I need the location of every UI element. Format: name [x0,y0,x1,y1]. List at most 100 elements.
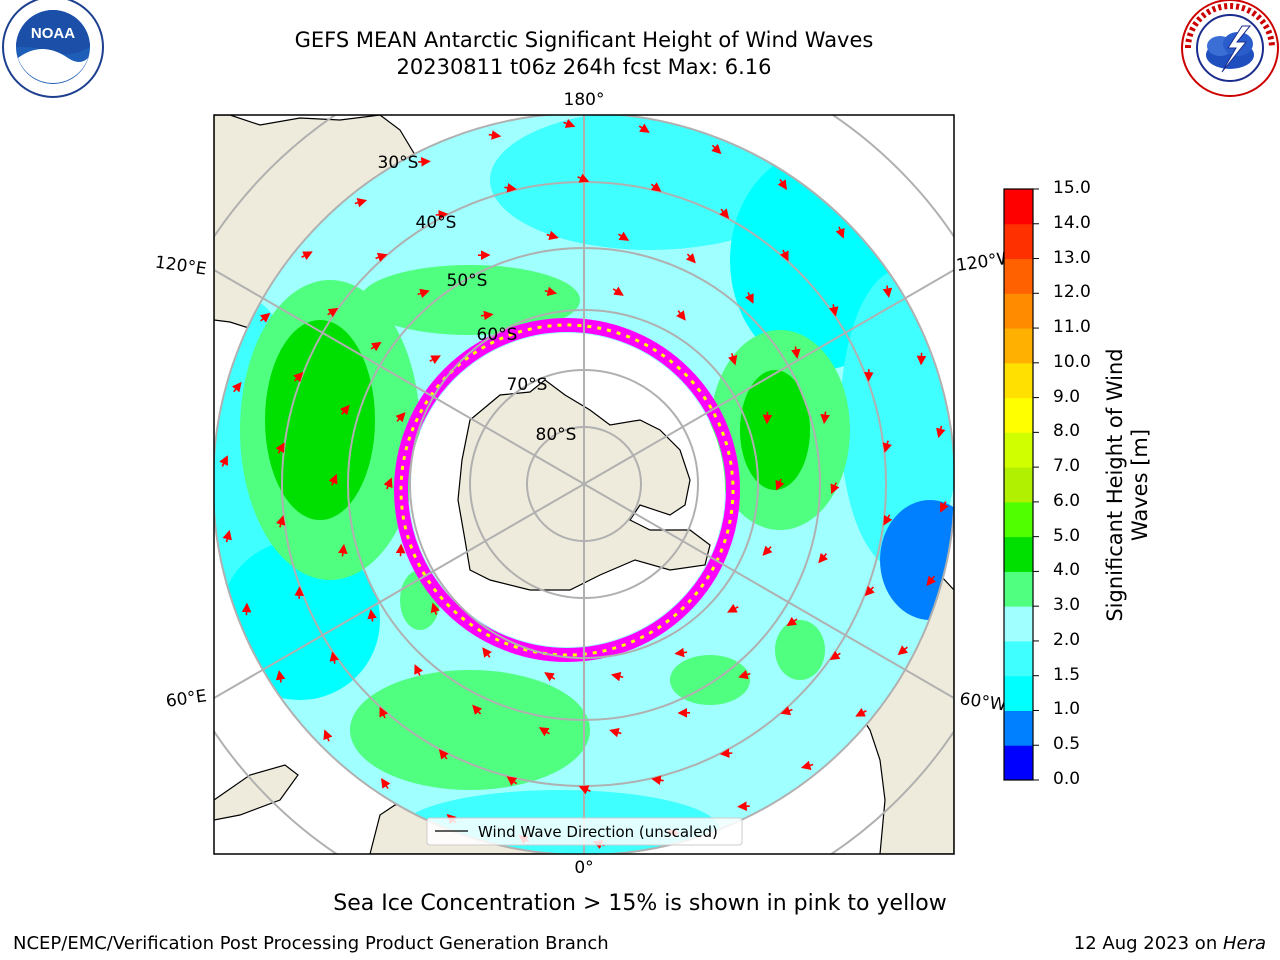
wave-direction-arrow [480,310,494,321]
wave-direction-arrow [727,603,739,613]
wave-direction-arrow [940,501,949,513]
wave-direction-arrow [780,706,793,716]
colorbar-segment [1004,223,1033,260]
wave-direction-arrow [818,552,829,564]
wave-direction-arrow [882,285,893,298]
colorbar-tick-label: 9.0 [1053,386,1081,407]
colorbar-segment [1004,640,1033,677]
wave-direction-arrow [651,775,664,785]
wave-direction-arrow [936,425,946,439]
lon-label-60w: 60°W [958,689,1007,715]
lat-label-50s: 50°S [447,271,488,291]
wave-direction-arrow [786,616,798,627]
wave-direction-arrow [293,371,304,383]
wave-direction-arrow [430,602,440,615]
colorbar-segment [1004,328,1033,364]
wave-direction-arrow [711,144,722,155]
wave-direction-arrow [414,664,423,676]
colorbar-segment [1004,606,1033,642]
wave-direction-arrow [638,123,650,133]
wave-direction-arrow [829,650,841,661]
colorbar-tick-label: 13.0 [1053,247,1091,268]
wave-direction-arrow [323,729,333,742]
wave-direction-arrow [897,645,909,656]
lat-label-80s: 80°S [536,425,577,445]
wave-direction-arrow [800,760,814,770]
wave-direction-arrow [618,231,630,241]
noaa-logo-text: NOAA [31,25,75,42]
wave-direction-arrow [275,442,285,454]
colorbar-tick-label: 8.0 [1053,421,1081,442]
wave-direction-arrow [762,545,773,556]
nws-logo [1181,0,1279,97]
wave-direction-arrow [762,411,773,425]
colorbar-tick-label: 10.0 [1053,351,1091,372]
wave-direction-arrow [563,118,576,128]
wave-direction-arrow [339,404,350,416]
colorbar-tick-label: 2.0 [1053,629,1081,650]
wave-direction-arrow [676,310,686,321]
wave-direction-arrow [820,411,830,425]
wave-direction-arrow [544,672,556,682]
colorbar-segment [1004,397,1033,433]
wave-direction-arrow [472,704,483,715]
wave-direction-arrow [328,473,338,486]
colorbar-tick-label: 1.5 [1053,664,1081,685]
wave-direction-arrow [367,609,377,622]
wave-direction-arrow [395,543,406,557]
colorbar-segment [1004,432,1033,468]
wave-direction-arrow [259,312,271,323]
colorbar-tick-label: 6.0 [1053,490,1081,511]
colorbar-segment [1004,467,1033,503]
wave-direction-arrow [745,292,754,304]
map-subtitle: 20230811 t06z 264h fcst Max: 6.16 [396,55,772,79]
wave-direction-arrow [379,706,389,719]
map-legend: Wind Wave Direction (unscaled) [426,817,743,846]
wave-direction-arrow [219,455,228,467]
colorbar-segment [1004,189,1033,225]
footer-date-text: 12 Aug 2023 on [1073,933,1223,954]
lat-label-40s: 40°S [416,213,457,233]
lat-label-30s: 30°S [378,153,419,173]
colorbar-tick-label: 7.0 [1053,456,1081,477]
wind-wave-arrows [219,118,949,850]
wave-direction-arrow [864,585,875,597]
colorbar-segment [1004,745,1033,781]
wave-direction-arrow [418,157,431,167]
wave-direction-arrow [370,341,382,352]
colorbar-label: Significant Height of Wind Waves [m] [1103,348,1152,622]
wave-direction-arrow [738,669,751,680]
footer-producer: NCEP/EMC/Verification Post Processing Pr… [13,933,609,954]
wave-direction-arrow [650,182,662,192]
wave-direction-arrow [882,440,892,453]
footer-host: Hera [1222,933,1266,954]
lat-label-70s: 70°S [507,375,548,395]
wave-direction-arrow [737,801,750,811]
wave-direction-arrow [429,355,441,365]
lon-label-60e: 60°E [165,686,208,711]
wave-direction-arrow [417,288,430,299]
wave-direction-arrow [612,286,624,296]
wave-direction-arrow [338,543,348,557]
wave-direction-arrow [546,230,559,241]
wave-direction-arrow [578,785,591,795]
sea-ice-yellow [399,323,735,657]
wave-direction-arrow [435,209,449,220]
madagascar-land [214,764,299,821]
colorbar-segment [1004,293,1033,329]
wave-direction-arrow [231,381,242,393]
wave-direction-arrow [728,353,738,366]
wave-direction-arrow [926,575,937,587]
wave-direction-arrow [791,346,801,359]
colorbar-tick-label: 1.0 [1053,699,1081,720]
colorbar-tick-label: 3.0 [1053,595,1081,616]
map-frame [213,114,955,855]
colorbar-segment [1004,536,1033,572]
wave-direction-arrow [276,515,286,528]
colorbar-tick-label: 11.0 [1053,317,1091,338]
wave-direction-arrow [855,707,867,717]
colorbar-frame [1003,188,1034,781]
wave-direction-arrow [544,286,558,297]
wave-direction-arrow [327,307,339,318]
